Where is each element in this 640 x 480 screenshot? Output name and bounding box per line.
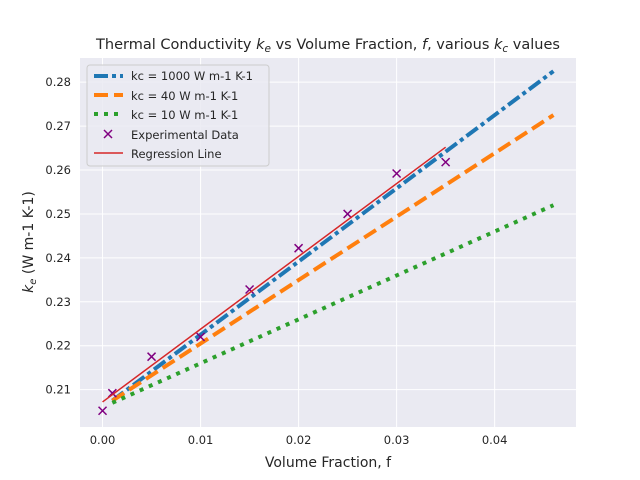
legend-label-experimental: Experimental Data — [131, 128, 239, 142]
y-tick-label: 0.21 — [45, 383, 71, 397]
x-tick-label: 0.00 — [90, 433, 116, 447]
y-tick-label: 0.24 — [45, 251, 71, 265]
data-point — [441, 157, 451, 167]
series-line-kc1000 — [111, 69, 555, 403]
series-line-regression — [102, 146, 447, 403]
y-tick-label: 0.28 — [45, 75, 71, 89]
data-point — [245, 284, 255, 295]
x-tick-label: 0.01 — [188, 433, 214, 447]
legend-box — [86, 64, 270, 167]
y-tick-label: 0.22 — [45, 339, 71, 353]
chart-title: Thermal Conductivity ke vs Volume Fracti… — [95, 37, 560, 55]
y-axis-label: ke (W m-1 K-1) — [21, 191, 39, 293]
data-point — [392, 169, 402, 179]
data-point — [196, 332, 206, 342]
data-point — [98, 406, 108, 416]
x-axis-label: Volume Fraction, f — [265, 455, 392, 471]
x-tick-label: 0.02 — [286, 433, 312, 447]
legend-label-kc1000: kc = 1000 W m-1 K-1 — [131, 69, 253, 83]
x-tick-label: 0.03 — [384, 433, 410, 447]
y-tick-label: 0.26 — [45, 163, 71, 177]
legend-label-kc40: kc = 40 W m-1 K-1 — [131, 89, 238, 103]
series-line-kc10 — [111, 203, 555, 405]
data-point — [147, 352, 157, 362]
legend-label-kc10: kc = 10 W m-1 K-1 — [131, 108, 238, 122]
legend: kc = 1000 W m-1 K-1 kc = 40 W m-1 K-1 kc… — [86, 64, 270, 167]
series-experimental — [98, 157, 451, 416]
y-tick-label: 0.23 — [45, 295, 71, 309]
y-tick-label: 0.27 — [45, 119, 71, 133]
series-line-kc40 — [111, 113, 555, 403]
y-tick-label: 0.25 — [45, 207, 71, 221]
data-point — [343, 209, 353, 219]
legend-label-regression: Regression Line — [131, 147, 222, 161]
series-layer — [98, 69, 555, 416]
legend-key-experimental — [103, 129, 113, 139]
tick-labels: 0.00 0.01 0.02 0.03 0.04 0.21 0.22 0.23 0.24 0.25… — [45, 75, 507, 447]
x-tick-label: 0.04 — [482, 433, 508, 447]
legend-keys — [94, 74, 123, 154]
data-point — [294, 243, 304, 253]
